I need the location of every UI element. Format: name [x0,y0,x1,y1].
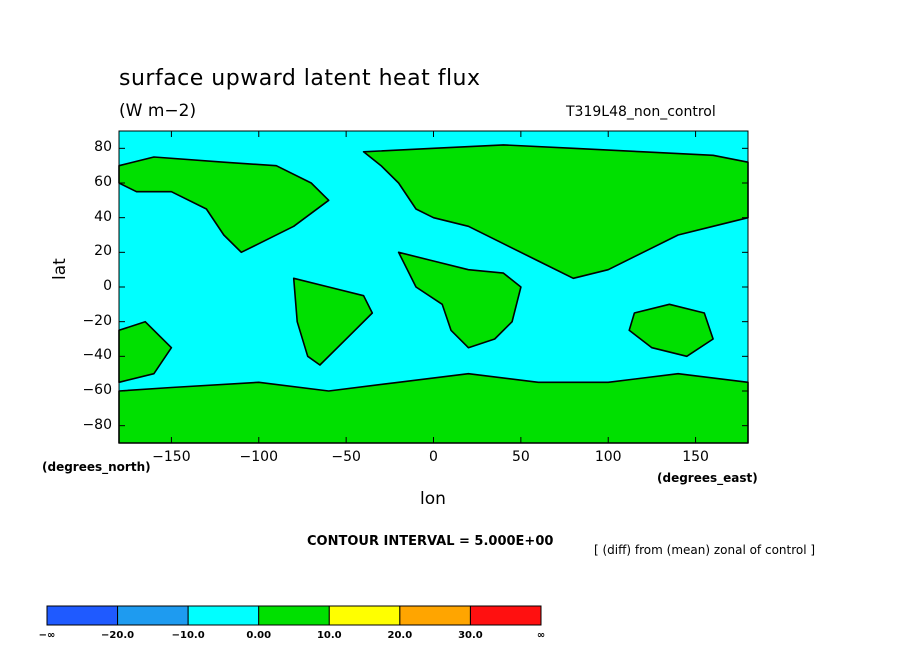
colorbar-swatch [117,605,189,626]
y-tick-label: −60 [82,382,112,398]
region-eurasia [362,144,749,280]
colorbar-label: 20.0 [387,630,413,641]
diff-note: [ (diff) from (mean) zonal of control ] [594,543,816,557]
colorbar-swatch [469,605,542,626]
colorbar-swatch [399,605,471,626]
x-tick-label: 50 [511,449,530,465]
y-axis-units: (degrees_north) [42,460,151,474]
y-tick-label: −80 [82,416,112,433]
x-tick-label: −150 [152,449,191,465]
x-tick-label: 0 [429,449,438,465]
region-africa [397,251,522,349]
y-axis-label: lat [50,258,70,280]
y-tick-label: 40 [94,208,112,225]
x-tick-label: −100 [239,449,278,465]
chart-units: (W m−2) [119,101,197,121]
x-tick-label: 150 [682,449,709,465]
colorbar-swatch [258,605,330,626]
colorbar-label: 30.0 [458,630,483,641]
x-axis-units: (degrees_east) [657,471,758,485]
colorbar-label: ∞ [536,630,546,641]
y-tick-label: −40 [82,347,112,364]
plot-layer [118,131,749,444]
colorbar-label: 0.00 [246,630,272,641]
y-tick-label: 0 [103,278,112,294]
colorbar-swatch [328,605,401,626]
region-australia [628,303,714,358]
x-tick-label: 100 [594,449,622,465]
x-tick-label: −50 [331,449,361,465]
region-south-america [292,277,374,366]
colorbar-label: −20.0 [101,630,135,641]
colorbar-swatch [187,605,260,626]
region-north-america [118,156,330,254]
axis-layer [118,130,749,444]
y-tick-label: 20 [94,243,112,260]
y-tick-label: −20 [82,312,112,329]
colorbar [46,605,542,626]
colorbar-label: −10.0 [171,630,205,641]
colorbar-swatch [46,605,119,626]
y-tick-label: 60 [94,174,112,190]
colorbar-label: −∞ [38,630,56,641]
y-tick-label: 80 [94,139,112,156]
contour-interval: CONTOUR INTERVAL = 5.000E+00 [307,534,554,549]
colorbar-label: 10.0 [316,630,342,641]
run-name: T319L48_non_control [566,104,716,120]
chart-title: surface upward latent heat flux [119,66,481,91]
x-axis-label: lon [420,489,446,509]
